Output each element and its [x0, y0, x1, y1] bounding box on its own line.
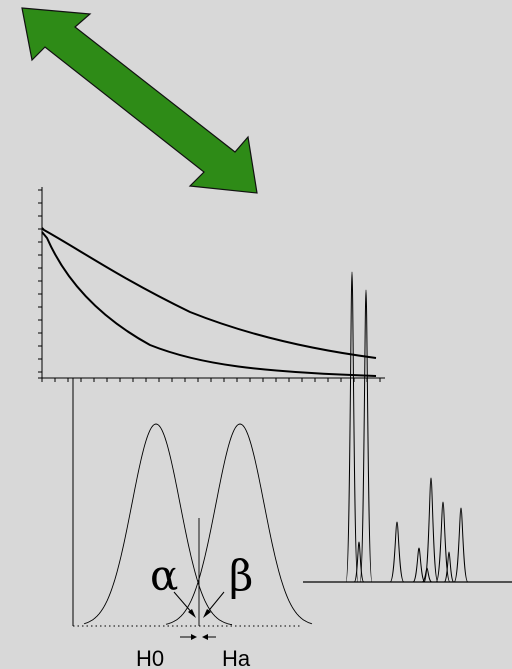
chromatogram [303, 271, 512, 583]
decay-curve-lower [41, 231, 377, 377]
chromatogram-peak [389, 521, 405, 583]
chromatogram-peaks [345, 271, 469, 583]
chromatogram-peak [435, 501, 451, 583]
hypothesis-chart: α β H0 Ha [72, 378, 313, 669]
beta-label: β [229, 551, 253, 600]
separation-arrowhead-left-icon [191, 634, 197, 640]
ha-distribution-curve [165, 423, 313, 625]
chromatogram-peak [412, 547, 426, 583]
h0-distribution-curve [83, 423, 233, 626]
beta-arrowhead-icon [203, 609, 211, 618]
double-arrow-icon [21, 7, 258, 194]
alpha-pointer [173, 591, 194, 615]
chromatogram-peak [345, 271, 359, 583]
h0-label: H0 [136, 646, 164, 669]
alpha-label: α [150, 551, 178, 600]
alpha-arrowhead-icon [188, 609, 196, 618]
chromatogram-peak [453, 507, 469, 583]
chromatogram-peak [359, 289, 373, 583]
decay-curve-upper [41, 227, 377, 359]
beta-pointer [205, 591, 225, 615]
separation-arrowhead-right-icon [202, 634, 208, 640]
chromatogram-peak [353, 541, 365, 583]
decay-chart [38, 187, 385, 382]
ha-label: Ha [222, 646, 251, 669]
decay-tick-marks [38, 189, 381, 382]
chromatogram-peak [443, 551, 455, 583]
chromatogram-peak [423, 477, 439, 583]
